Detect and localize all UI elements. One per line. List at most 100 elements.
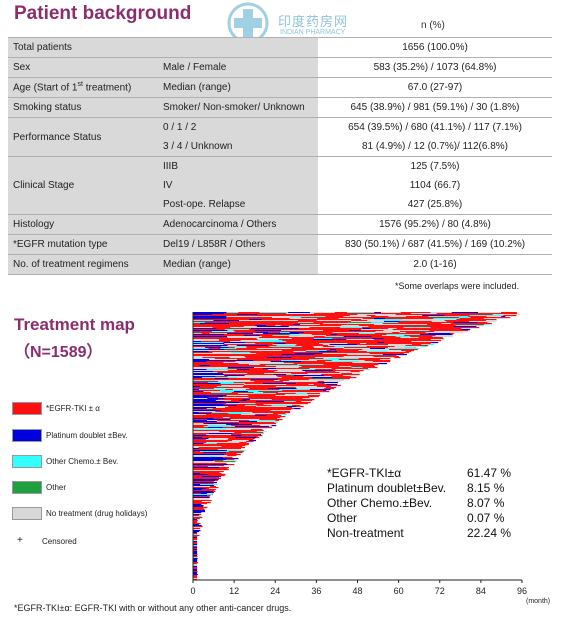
treatment-segment — [248, 416, 280, 418]
treatment-segment — [239, 315, 264, 317]
treatment-segment — [250, 328, 267, 330]
treatment-segment — [202, 429, 227, 431]
treatment-segment — [193, 572, 198, 574]
row-value: 427 (25.8%) — [318, 195, 552, 215]
treatment-segment — [193, 320, 214, 322]
legend-swatch — [12, 506, 42, 520]
treatment-segment — [405, 351, 412, 353]
treatment-segment — [335, 371, 351, 373]
treatment-segment — [469, 321, 496, 323]
treatment-segment — [296, 406, 304, 408]
treatment-segment — [252, 383, 263, 385]
treatment-segment — [232, 389, 246, 391]
treatment-segment — [239, 322, 270, 324]
treatment-segment — [193, 331, 212, 333]
treatment-segment — [373, 356, 399, 358]
treatment-segment — [225, 389, 233, 391]
treatment-segment — [193, 370, 228, 372]
treatment-segment — [222, 417, 230, 419]
treatment-segment — [193, 339, 220, 341]
treatment-segment — [193, 490, 211, 492]
treatment-segment — [273, 388, 297, 390]
treatment-segment — [201, 476, 220, 478]
treatment-segment — [485, 323, 493, 325]
treatment-segment — [193, 378, 215, 380]
treatment-segment — [259, 418, 278, 420]
treatment-segment — [193, 326, 225, 328]
treatment-segment — [311, 334, 331, 336]
treatment-segment — [292, 407, 294, 409]
treatment-segment — [279, 389, 311, 391]
treatment-segment — [383, 330, 390, 332]
treatment-segment — [209, 463, 227, 465]
treatment-segment — [203, 508, 207, 510]
treatment-segment — [256, 348, 292, 350]
treatment-segment — [410, 313, 437, 315]
treatment-segment — [250, 380, 257, 382]
treatment-segment — [282, 340, 313, 342]
treatment-segment — [248, 396, 281, 398]
treatment-segment — [341, 340, 364, 342]
treatment-segment — [234, 331, 266, 333]
stat-name: Non-treatment — [327, 526, 404, 540]
treatment-segment — [228, 378, 256, 380]
treatment-segment — [193, 427, 208, 429]
treatment-segment — [193, 315, 227, 317]
treatment-segment — [274, 387, 296, 389]
treatment-segment — [257, 314, 292, 316]
treatment-segment — [315, 357, 349, 359]
treatment-segment — [316, 362, 335, 364]
treatment-segment — [193, 424, 227, 426]
x-tick-label: 12 — [229, 586, 239, 596]
treatment-segment — [238, 393, 247, 395]
treatment-segment — [330, 334, 338, 336]
treatment-segment — [193, 558, 198, 560]
treatment-segment — [225, 360, 254, 362]
column-header: n (%) — [421, 20, 445, 31]
treatment-segment — [225, 428, 253, 430]
treatment-segment — [278, 392, 313, 394]
treatment-segment — [275, 393, 296, 395]
treatment-segment — [275, 395, 283, 397]
age-label: Age (Start of 1 — [13, 82, 78, 94]
treatment-segment — [375, 315, 381, 317]
treatment-segment — [450, 323, 486, 325]
treatment-segment — [199, 498, 204, 500]
treatment-segment — [235, 437, 257, 439]
treatment-segment — [226, 319, 239, 321]
treatment-segment — [193, 481, 214, 483]
treatment-segment — [193, 566, 198, 568]
treatment-segment — [193, 522, 198, 524]
treatment-segment — [399, 332, 406, 334]
treatment-segment — [206, 369, 237, 371]
treatment-segment — [235, 361, 271, 363]
treatment-segment — [289, 332, 305, 334]
treatment-segment — [392, 332, 400, 334]
treatment-segment — [419, 348, 421, 350]
treatment-segment — [261, 318, 290, 320]
treatment-segment — [214, 358, 236, 360]
treatment-segment — [485, 320, 497, 322]
treatment-segment — [398, 322, 422, 324]
treatment-segment — [331, 368, 351, 370]
treatment-segment — [220, 390, 249, 392]
treatment-segment — [315, 328, 334, 330]
treatment-segment — [207, 435, 231, 437]
treatment-segment — [238, 394, 253, 396]
treatment-segment — [193, 337, 228, 339]
treatment-segment — [227, 464, 235, 466]
treatment-segment — [295, 345, 321, 347]
treatment-segment — [339, 326, 369, 328]
treatment-segment — [352, 375, 354, 377]
treatment-segment — [318, 382, 338, 384]
treatment-segment — [362, 349, 390, 351]
treatment-segment — [283, 362, 317, 364]
row-value: 645 (38.9%) / 981 (59.1%) / 30 (1.8%) — [318, 97, 552, 118]
treatment-segment — [249, 388, 268, 390]
treatment-segment — [226, 339, 237, 341]
treatment-segment — [193, 316, 227, 318]
treatment-segment — [230, 427, 242, 429]
table-row: Histology Adenocarcinoma / Others 1576 (… — [8, 214, 552, 235]
treatment-segment — [284, 364, 298, 366]
treatment-segment — [279, 416, 286, 418]
